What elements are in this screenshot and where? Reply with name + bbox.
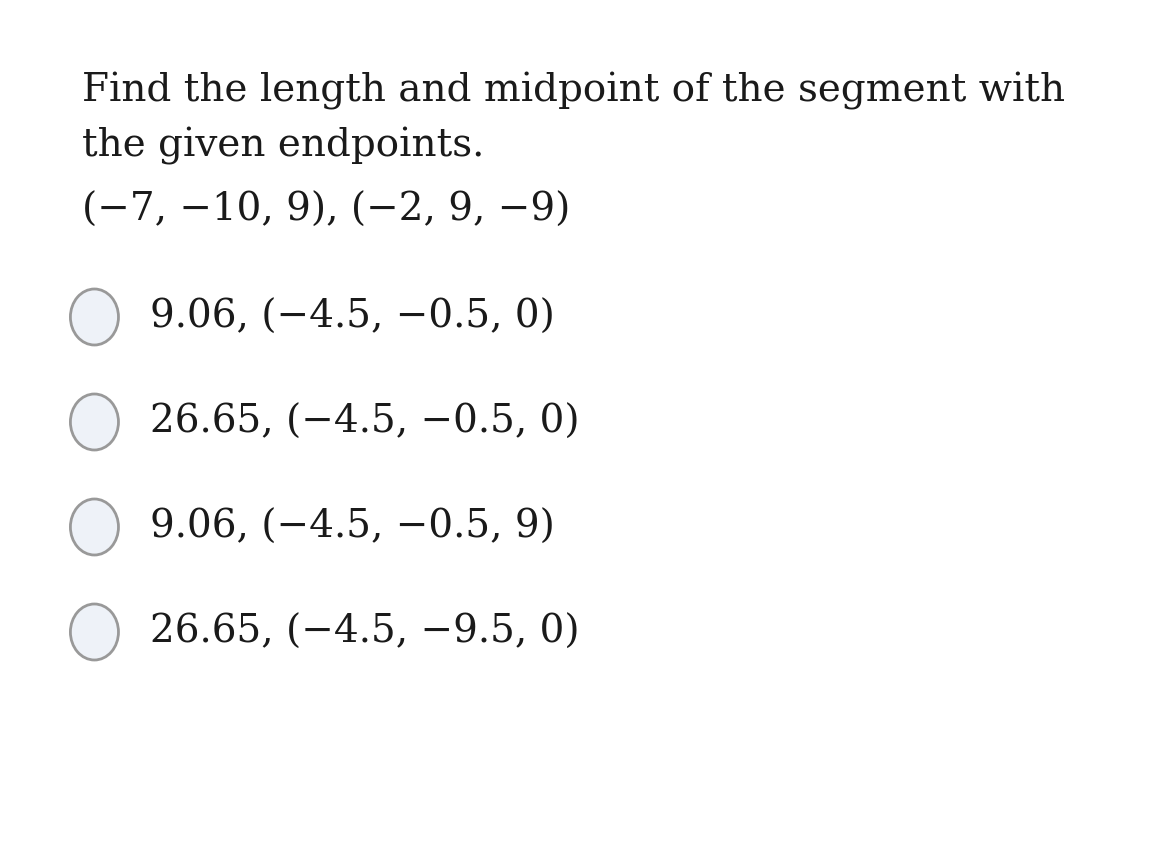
Text: 26.65, (−4.5, −0.5, 0): 26.65, (−4.5, −0.5, 0) <box>150 403 580 440</box>
Text: 9.06, (−4.5, −0.5, 9): 9.06, (−4.5, −0.5, 9) <box>150 509 555 546</box>
Ellipse shape <box>70 394 119 450</box>
Ellipse shape <box>70 604 119 660</box>
Text: the given endpoints.: the given endpoints. <box>82 127 484 165</box>
Ellipse shape <box>70 499 119 555</box>
Text: 26.65, (−4.5, −9.5, 0): 26.65, (−4.5, −9.5, 0) <box>150 614 580 651</box>
Text: 9.06, (−4.5, −0.5, 0): 9.06, (−4.5, −0.5, 0) <box>150 299 555 335</box>
Text: (−7, −10, 9), (−2, 9, −9): (−7, −10, 9), (−2, 9, −9) <box>82 192 570 229</box>
Text: Find the length and midpoint of the segment with: Find the length and midpoint of the segm… <box>82 72 1064 110</box>
Ellipse shape <box>70 289 119 345</box>
